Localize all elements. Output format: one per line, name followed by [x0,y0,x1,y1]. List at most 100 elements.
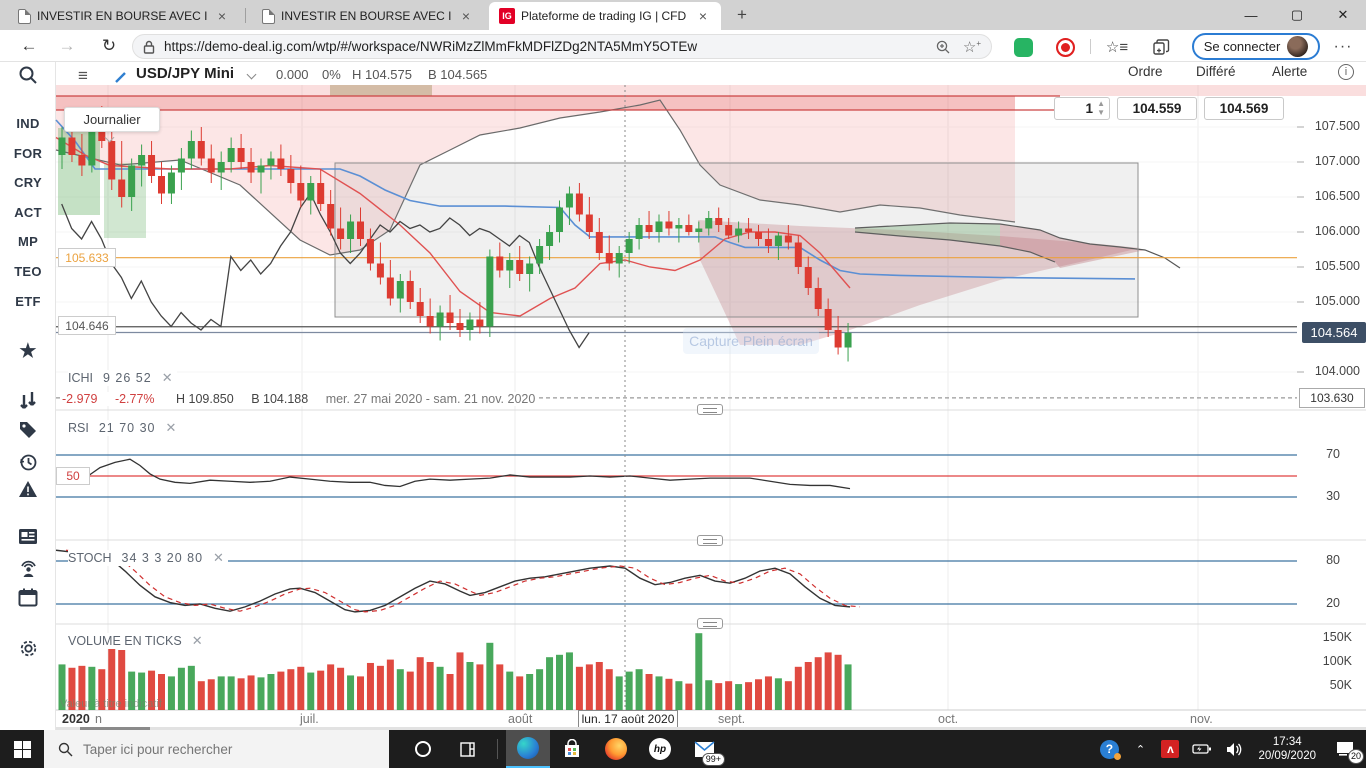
start-button[interactable] [0,730,44,768]
volume-indicator-row[interactable]: VOLUME EN TICKS ✕ [68,633,207,649]
tab-title: INVESTIR EN BOURSE AVEC ICHI [37,9,208,23]
calendar-icon[interactable] [0,588,56,610]
stepper-arrows-icon[interactable]: ▲ ▼ [1097,99,1105,117]
search-icon[interactable] [0,65,56,88]
tab-close-icon[interactable]: × [698,8,708,24]
quantity-stepper[interactable]: 1 ▲ ▼ [1054,97,1110,120]
mail-taskbar-icon[interactable]: 99+ [682,730,726,768]
chart-menu-icon[interactable]: ≡ [78,66,88,85]
sidebar-item-crypto[interactable]: CRY [14,175,42,190]
price-tick-label: 106.500 [1314,189,1360,203]
buy-price-button[interactable]: 104.569 [1204,97,1284,120]
panel-resize-handle[interactable] [697,535,723,546]
ichi-change-pct: -2.77% [114,392,155,406]
url-field[interactable]: https://demo-deal.ig.com/wtp/#/workspace… [132,34,992,59]
settings-gear-icon[interactable] [0,638,56,662]
sign-in-button[interactable]: Se connecter [1192,33,1320,60]
instrument-name[interactable]: USD/JPY Mini [136,65,235,82]
indicator-name: ICHI [68,371,93,385]
tab-title: Plateforme de trading IG | CFD [521,9,687,23]
ichimoku-indicator-row[interactable]: ICHI 9 26 52 ✕ [68,370,177,386]
refresh-icon[interactable]: ↻ [101,36,117,55]
sell-price: 104.559 [1132,101,1182,116]
add-favorite-icon[interactable]: ☆+ [962,38,981,56]
lock-icon [143,40,155,54]
x-axis-month-label: nov. [1190,712,1213,726]
collections-icon[interactable] [1148,34,1174,60]
transfers-icon[interactable] [0,390,56,413]
browser-tab-2[interactable]: INVESTIR EN BOURSE AVEC ICHI × [252,2,484,30]
hp-taskbar-icon[interactable]: hp [638,730,682,768]
browser-menu-icon[interactable]: ··· [1333,38,1353,55]
remove-indicator-icon[interactable]: ✕ [165,420,177,435]
favorites-star-icon[interactable]: ★ [19,341,37,362]
help-tray-icon[interactable]: ? [1092,730,1126,768]
remove-indicator-icon[interactable]: ✕ [161,370,173,385]
window-maximize-button[interactable]: ▢ [1290,7,1304,22]
stoch-indicator-row[interactable]: STOCH 34 3 3 20 80 ✕ [68,550,228,566]
cortana-button[interactable] [401,730,445,768]
tag-icon[interactable] [0,420,56,443]
remove-indicator-icon[interactable]: ✕ [213,550,224,565]
sidebar-item-mp[interactable]: MP [17,234,39,249]
sidebar-item-actions[interactable]: ACT [14,205,42,220]
info-icon[interactable]: i [1338,64,1354,80]
scrollbar-thumb[interactable] [80,727,150,730]
edge-taskbar-icon[interactable] [506,730,550,768]
avira-tray-icon[interactable]: ʌ [1154,730,1186,768]
price-chart-canvas[interactable] [0,62,1366,768]
task-view-button[interactable] [445,730,489,768]
panel-resize-handle[interactable] [697,618,723,629]
horizontal-scrollbar[interactable] [56,727,1366,730]
firefox-taskbar-icon[interactable] [594,730,638,768]
platform-sidebar: IND FOR CRY ACT MP TEO ETF ★ [0,62,56,730]
sidebar-item-indices[interactable]: IND [16,116,40,131]
x-axis-month-label: juil. [300,712,319,726]
battery-tray-icon[interactable] [1186,730,1218,768]
sidebar-item-teo[interactable]: TEO [14,264,42,279]
alert-button[interactable]: Alerte [1272,64,1308,79]
taskbar-search-box[interactable] [44,730,389,768]
adblock-extension-icon[interactable] [1052,34,1078,60]
panel-resize-handle[interactable] [697,404,723,415]
new-tab-button[interactable]: + [737,5,747,24]
tray-expand-chevron[interactable]: ⌃ [1135,743,1146,756]
zoom-page-icon[interactable] [935,39,951,55]
x-axis-month-label: n [95,712,102,726]
sidebar-item-forex[interactable]: FOR [13,146,43,161]
volume-tick-label: 50K [1329,678,1352,692]
back-icon[interactable]: ← [20,36,38,55]
window-minimize-button[interactable]: — [1244,7,1258,23]
toolbar-separator [1090,39,1091,54]
sell-price-button[interactable]: 104.559 [1117,97,1197,120]
notification-center-icon[interactable]: 20 [1324,730,1366,768]
favorites-bar-icon[interactable]: ☆≡ [1105,39,1129,56]
volume-tray-icon[interactable] [1218,730,1250,768]
order-button[interactable]: Ordre [1128,64,1163,79]
timeframe-selector[interactable]: Journalier [64,107,160,132]
x-axis-year: 2020 [62,712,90,726]
news-icon[interactable] [0,528,56,548]
browser-tab-1[interactable]: INVESTIR EN BOURSE AVEC ICHI × [8,2,240,30]
alerts-warning-icon[interactable] [0,480,56,502]
indicator-name: STOCH [68,551,112,565]
history-icon[interactable] [0,452,56,475]
store-taskbar-icon[interactable] [550,730,594,768]
page-icon [18,8,31,24]
remove-indicator-icon[interactable]: ✕ [191,633,203,648]
forward-icon[interactable]: → [58,36,76,55]
sidebar-item-etf[interactable]: ETF [15,294,41,309]
page-icon [262,8,275,24]
working-order-button[interactable]: Différé [1196,64,1236,79]
browser-tab-active[interactable]: IG Plateforme de trading IG | CFD × [489,2,721,30]
tab-close-icon[interactable]: × [217,8,227,24]
webinar-icon[interactable] [0,558,56,581]
taskbar-clock[interactable]: 17:34 20/09/2020 [1250,735,1324,763]
evernote-extension-icon[interactable] [1010,34,1036,60]
edit-drawing-icon[interactable] [114,70,128,89]
tab-close-icon[interactable]: × [461,8,471,24]
window-close-button[interactable]: ✕ [1337,7,1349,22]
taskbar-search-input[interactable] [83,741,343,757]
rsi-indicator-row[interactable]: RSI 21 70 30 ✕ [68,420,181,436]
